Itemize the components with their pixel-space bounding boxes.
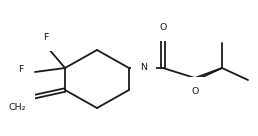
Text: O: O [159, 22, 167, 32]
Text: O: O [191, 86, 199, 95]
Text: N: N [140, 63, 147, 72]
Text: CH₂: CH₂ [8, 103, 26, 112]
Text: F: F [43, 33, 49, 41]
Text: F: F [18, 66, 24, 75]
